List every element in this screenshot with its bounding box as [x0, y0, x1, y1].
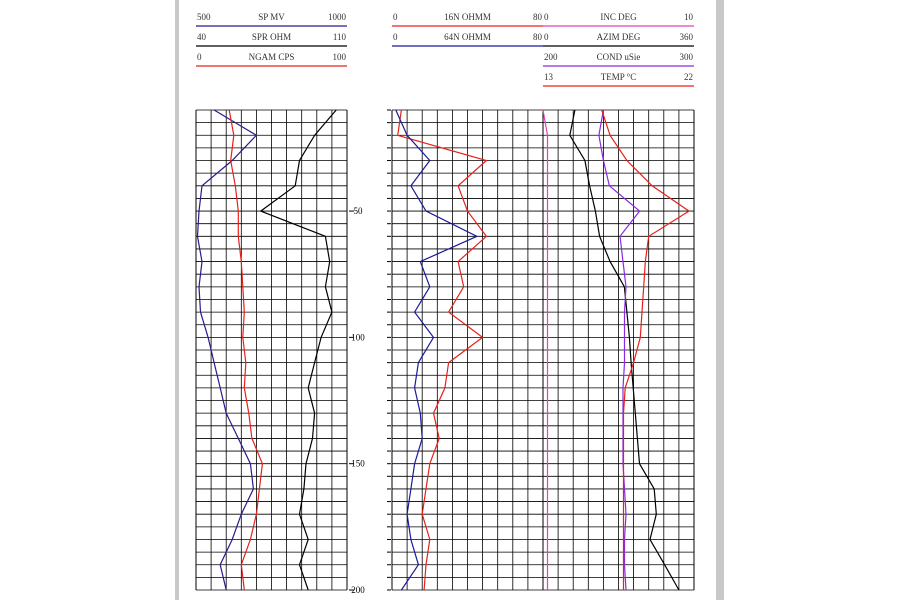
curve — [397, 109, 488, 591]
curve — [569, 109, 680, 591]
curve-name: INC DEG — [600, 12, 637, 22]
scale-min: 0 — [393, 32, 398, 42]
curve-name: SP MV — [258, 12, 285, 22]
curve — [395, 109, 479, 591]
scale-min: 0 — [393, 12, 398, 22]
scale-max: 360 — [680, 32, 694, 42]
curve — [598, 109, 641, 591]
curve — [601, 109, 691, 590]
curve-name: 16N OHMM — [444, 12, 491, 22]
page-edge — [716, 0, 724, 600]
scale-min: 40 — [197, 32, 207, 42]
scale-max: 10 — [684, 12, 694, 22]
scale-max: 300 — [680, 52, 694, 62]
depth-label: 100 — [351, 332, 365, 342]
curve-name: AZIM DEG — [597, 32, 641, 42]
scale-max: 80 — [533, 32, 543, 42]
scale-min: 13 — [544, 72, 554, 82]
curve — [542, 109, 549, 590]
scale-max: 22 — [684, 72, 693, 82]
depth-label: 150 — [351, 459, 365, 469]
scale-min: 0 — [544, 32, 549, 42]
curve-name: 64N OHMM — [444, 32, 491, 42]
depth-label: 50 — [354, 206, 364, 216]
page — [179, 8, 716, 600]
scale-max: 80 — [533, 12, 543, 22]
depth-label: 200 — [351, 585, 365, 595]
curve-name: COND uSie — [597, 52, 641, 62]
scale-min: 0 — [197, 52, 202, 62]
curve — [196, 109, 258, 591]
scale-max: 1000 — [328, 12, 347, 22]
scale-min: 500 — [197, 12, 211, 22]
curve-name: TEMP °C — [601, 72, 637, 82]
curve — [228, 109, 264, 591]
scale-min: 200 — [544, 52, 558, 62]
scale-max: 110 — [333, 32, 347, 42]
page-edge — [175, 0, 179, 600]
curve-name: SPR OHM — [252, 32, 291, 42]
scale-min: 0 — [544, 12, 549, 22]
scale-max: 100 — [333, 52, 347, 62]
curve-name: NGAM CPS — [249, 52, 295, 62]
curve — [259, 109, 337, 591]
